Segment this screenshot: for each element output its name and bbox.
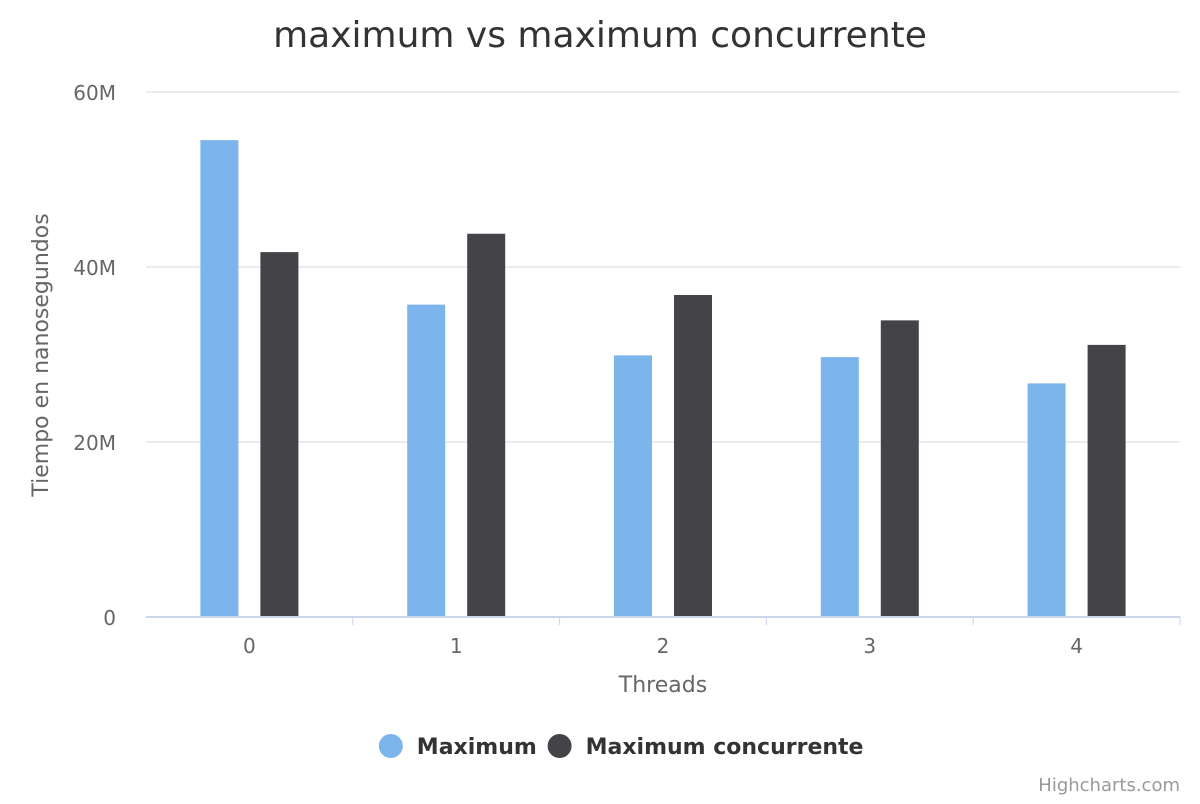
bar-maximum-3[interactable] (820, 357, 859, 617)
x-tick-label: 0 (243, 634, 256, 658)
legend-symbol (547, 734, 572, 758)
x-tick-label: 3 (863, 634, 876, 658)
bar-maximum-2[interactable] (614, 355, 652, 617)
legend-item-maximum-concurrente[interactable]: Maximum concurrente (547, 734, 864, 760)
bar-maximum-concurrente-1[interactable] (467, 233, 506, 617)
credits-link[interactable]: Highcharts.com (1038, 775, 1180, 796)
x-tick-label: 2 (657, 634, 670, 658)
y-axis-title: Tiempo en nanosegundos (29, 213, 54, 497)
bar-maximum-concurrente-2[interactable] (674, 295, 712, 617)
y-tick-label: 20M (73, 431, 116, 455)
bars (200, 140, 1126, 617)
y-axis: 0 20M 40M 60M (73, 81, 116, 630)
bar-maximum-1[interactable] (407, 304, 446, 617)
legend-item-maximum[interactable]: Maximum (378, 734, 537, 760)
x-tick-label: 1 (450, 634, 463, 658)
y-tick-label: 60M (73, 81, 116, 105)
legend-label: Maximum (417, 735, 537, 760)
chart-title: maximum vs maximum concurrente (273, 15, 927, 56)
bar-maximum-0[interactable] (200, 140, 239, 617)
bar-maximum-concurrente-3[interactable] (880, 320, 919, 617)
y-tick-label: 0 (103, 606, 116, 630)
x-axis: 0 1 2 3 4 (146, 616, 1181, 658)
bar-maximum-4[interactable] (1027, 383, 1066, 617)
grid-lines (146, 91, 1180, 443)
legend-label: Maximum concurrente (586, 735, 864, 760)
legend: Maximum Maximum concurrente (378, 734, 864, 760)
bar-maximum-concurrente-0[interactable] (260, 252, 299, 617)
x-tick-label: 4 (1070, 634, 1083, 658)
legend-symbol (378, 734, 403, 758)
bar-maximum-concurrente-4[interactable] (1087, 344, 1126, 617)
y-tick-label: 40M (73, 256, 116, 280)
x-axis-title: Threads (618, 673, 707, 698)
